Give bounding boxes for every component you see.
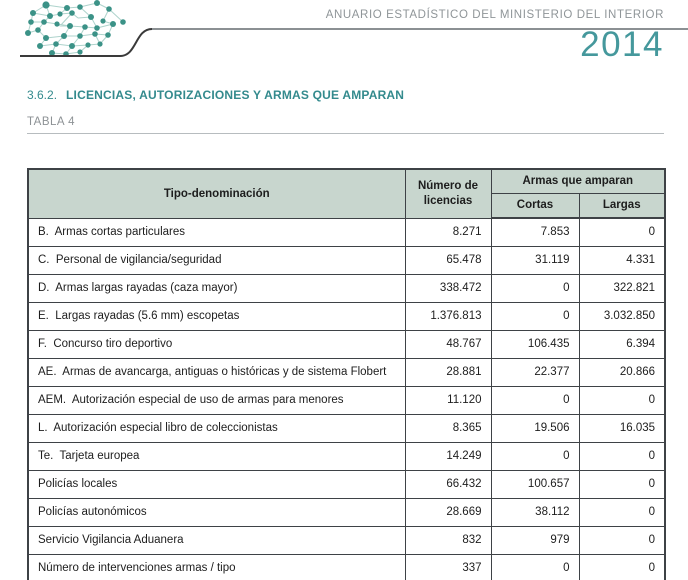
cell-largas: 322.821: [578, 274, 666, 303]
network-nodes: [25, 0, 126, 57]
cell-cortas: 0: [490, 554, 580, 580]
cell-cortas: 0: [490, 386, 580, 415]
cell-licencias: 338.472: [404, 274, 492, 303]
cell-licencias: 11.120: [404, 386, 492, 415]
ministry-network-logo: [20, 0, 688, 57]
cell-largas: 0: [578, 442, 666, 471]
cell-licencias: 65.478: [404, 246, 492, 275]
cell-cortas: 38.112: [490, 498, 580, 527]
cell-licencias: 1.376.813: [404, 302, 492, 331]
cell-tipo: D. Armas largas rayadas (caza mayor): [27, 274, 406, 303]
table-header: Tipo-denominación Número de licencias Ar…: [27, 168, 666, 219]
cell-cortas: 0: [490, 442, 580, 471]
cell-tipo: Número de intervenciones armas / tipo: [27, 554, 406, 580]
yearbook-title: ANUARIO ESTADÍSTICO DEL MINISTERIO DEL I…: [325, 9, 664, 21]
cell-largas: 16.035: [578, 414, 666, 443]
cell-licencias: 8.365: [404, 414, 492, 443]
cell-tipo: Servicio Vigilancia Aduanera: [27, 526, 406, 555]
cell-largas: 6.394: [578, 330, 666, 359]
table-row: Policías autonómicos 28.669 38.112 0: [27, 498, 666, 527]
section-number: 3.6.2.: [27, 88, 58, 102]
table-row: Número de intervenciones armas / tipo 337…: [27, 554, 666, 580]
cell-tipo: Policías autonómicos: [27, 498, 406, 527]
cell-licencias: 14.249: [404, 442, 492, 471]
cell-cortas: 106.435: [490, 330, 580, 359]
cell-licencias: 48.767: [404, 330, 492, 359]
cell-largas: 20.866: [578, 358, 666, 387]
table-label: TABLA 4: [27, 116, 76, 128]
cell-tipo: Policías locales: [27, 470, 406, 499]
col-header-largas: Largas: [578, 193, 666, 219]
table-row: Servicio Vigilancia Aduanera 832 979 0: [27, 526, 666, 555]
cell-largas: 0: [578, 554, 666, 580]
cell-largas: 3.032.850: [578, 302, 666, 331]
cell-licencias: 832: [404, 526, 492, 555]
cell-licencias: 337: [404, 554, 492, 580]
cell-tipo: L. Autorización especial libro de colecc…: [27, 414, 406, 443]
col-header-licencias: Número de licencias: [404, 168, 492, 219]
table-body: B. Armas cortas particulares 8.271 7.853 0 C…: [27, 217, 666, 580]
cell-tipo: C. Personal de vigilancia/seguridad: [27, 246, 406, 275]
cell-tipo: Te. Tarjeta europea: [27, 442, 406, 471]
cell-tipo: F. Concurso tiro deportivo: [27, 330, 406, 359]
cell-tipo: AE. Armas de avancarga, antiguas o histó…: [27, 358, 406, 387]
cell-largas: 0: [578, 526, 666, 555]
table-row: L. Autorización especial libro de colecc…: [27, 414, 666, 443]
cell-tipo: AEM. Autorización especial de uso de arm…: [27, 386, 406, 415]
col-header-armas-group: Armas que amparan: [490, 168, 666, 194]
cell-largas: 0: [578, 386, 666, 415]
table-row: Policías locales 66.432 100.657 0: [27, 470, 666, 499]
cell-cortas: 0: [490, 302, 580, 331]
network-edges: [27, 2, 124, 55]
cell-cortas: 22.377: [490, 358, 580, 387]
table-row: AEM. Autorización especial de uso de arm…: [27, 386, 666, 415]
cell-licencias: 28.669: [404, 498, 492, 527]
table-row: E. Largas rayadas (5.6 mm) escopetas 1.37…: [27, 302, 666, 331]
col-header-cortas: Cortas: [490, 193, 580, 219]
cell-cortas: 31.119: [490, 246, 580, 275]
yearbook-year: 2014: [580, 25, 664, 64]
cell-largas: 0: [578, 217, 666, 247]
section-heading: 3.6.2. LICENCIAS, AUTORIZACIONES Y ARMAS …: [27, 88, 404, 102]
header-curve-line: [20, 28, 153, 57]
cell-cortas: 979: [490, 526, 580, 555]
cell-largas: 0: [578, 470, 666, 499]
licenses-weapons-table: Tipo-denominación Número de licencias Ar…: [27, 168, 667, 580]
cell-largas: 4.331: [578, 246, 666, 275]
cell-cortas: 19.506: [490, 414, 580, 443]
table-row: F. Concurso tiro deportivo 48.767 106.435 6…: [27, 330, 666, 359]
cell-licencias: 66.432: [404, 470, 492, 499]
col-header-tipo: Tipo-denominación: [27, 168, 406, 219]
divider-line: [27, 133, 664, 134]
cell-licencias: 28.881: [404, 358, 492, 387]
cell-tipo: E. Largas rayadas (5.6 mm) escopetas: [27, 302, 406, 331]
cell-cortas: 100.657: [490, 470, 580, 499]
table-row: AE. Armas de avancarga, antiguas o histó…: [27, 358, 666, 387]
cell-cortas: 0: [490, 274, 580, 303]
cell-cortas: 7.853: [490, 217, 580, 247]
cell-tipo: B. Armas cortas particulares: [27, 217, 406, 247]
section-title-text: LICENCIAS, AUTORIZACIONES Y ARMAS QUE AM…: [66, 88, 405, 102]
table-row: Te. Tarjeta europea 14.249 0 0: [27, 442, 666, 471]
table-row: D. Armas largas rayadas (caza mayor) 338.…: [27, 274, 666, 303]
table-row: B. Armas cortas particulares 8.271 7.853 0: [27, 217, 666, 247]
cell-largas: 0: [578, 498, 666, 527]
cell-licencias: 8.271: [404, 217, 492, 247]
table-row: C. Personal de vigilancia/seguridad 65.47…: [27, 246, 666, 275]
